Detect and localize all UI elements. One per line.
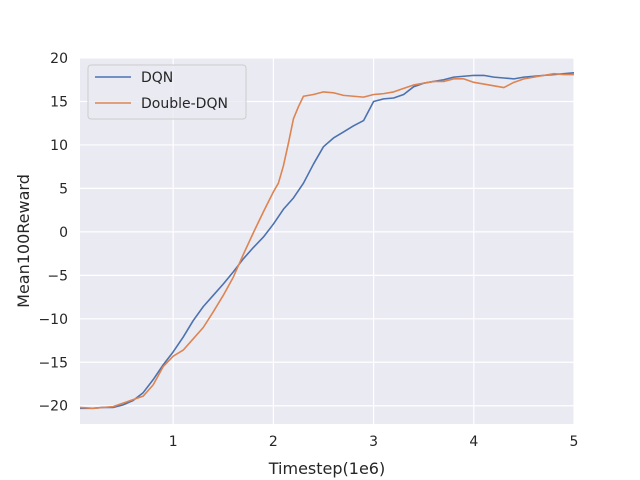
y-tick-label: −15: [38, 355, 68, 371]
legend-box: [87, 64, 247, 120]
x-axis-ticks: 1 2 3 4 5: [169, 434, 579, 450]
y-tick-label: −20: [38, 399, 68, 415]
y-axis-label: Mean100Reward: [14, 174, 33, 308]
legend: DQN Double-DQN: [87, 64, 247, 120]
y-tick-label: 0: [59, 225, 68, 241]
series-layer: [79, 71, 575, 410]
y-tick-label: −10: [38, 312, 68, 328]
legend-label-double-dqn: Double-DQN: [141, 96, 228, 112]
x-tick-label: 5: [570, 434, 579, 450]
legend-label-dqn: DQN: [141, 70, 173, 86]
y-tick-label: 5: [59, 181, 68, 197]
x-tick-label: 4: [469, 434, 478, 450]
y-tick-label: −5: [47, 268, 68, 284]
grid-lines: [80, 57, 575, 424]
series-line-double-dqn: [79, 72, 574, 410]
x-tick-label: 2: [269, 434, 278, 450]
y-tick-label: 10: [50, 138, 68, 154]
y-tick-label: 20: [50, 51, 68, 67]
series-line-dqn: [80, 71, 575, 410]
x-tick-label: 1: [169, 434, 178, 450]
x-axis-label: Timestep(1e6): [268, 459, 385, 478]
y-tick-label: 15: [50, 94, 68, 110]
y-axis-ticks: −20 −15 −10 −5 0 5 10 15 20: [38, 51, 68, 415]
x-tick-label: 3: [369, 434, 378, 450]
